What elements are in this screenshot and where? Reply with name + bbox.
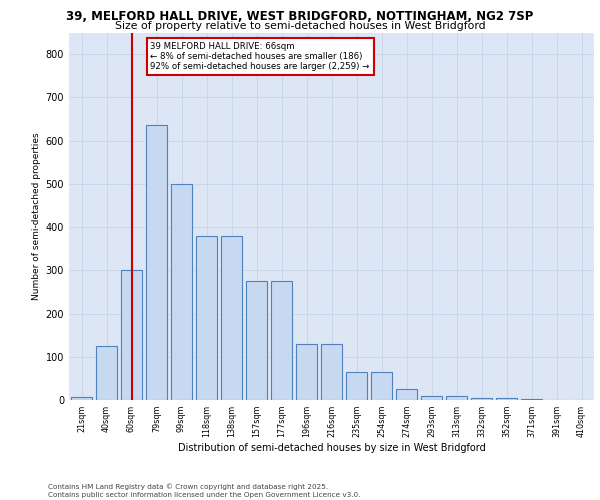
Text: 39 MELFORD HALL DRIVE: 66sqm
← 8% of semi-detached houses are smaller (186)
92% : 39 MELFORD HALL DRIVE: 66sqm ← 8% of sem…: [151, 42, 370, 72]
X-axis label: Distribution of semi-detached houses by size in West Bridgford: Distribution of semi-detached houses by …: [178, 443, 485, 453]
Bar: [246, 281, 267, 400]
Bar: [346, 372, 367, 400]
Bar: [446, 396, 467, 400]
Bar: [121, 270, 142, 400]
Bar: [171, 184, 192, 400]
Bar: [96, 346, 117, 400]
Bar: [321, 344, 342, 400]
Bar: [371, 372, 392, 400]
Bar: [396, 389, 417, 400]
Bar: [496, 398, 517, 400]
Y-axis label: Number of semi-detached properties: Number of semi-detached properties: [32, 132, 41, 300]
Text: Size of property relative to semi-detached houses in West Bridgford: Size of property relative to semi-detach…: [115, 21, 485, 31]
Text: Contains HM Land Registry data © Crown copyright and database right 2025.
Contai: Contains HM Land Registry data © Crown c…: [48, 484, 361, 498]
Bar: [471, 398, 492, 400]
Bar: [521, 399, 542, 400]
Bar: [196, 236, 217, 400]
Bar: [146, 126, 167, 400]
Bar: [221, 236, 242, 400]
Bar: [421, 396, 442, 400]
Text: 39, MELFORD HALL DRIVE, WEST BRIDGFORD, NOTTINGHAM, NG2 7SP: 39, MELFORD HALL DRIVE, WEST BRIDGFORD, …: [67, 10, 533, 23]
Bar: [271, 281, 292, 400]
Bar: [296, 344, 317, 400]
Bar: [71, 396, 92, 400]
